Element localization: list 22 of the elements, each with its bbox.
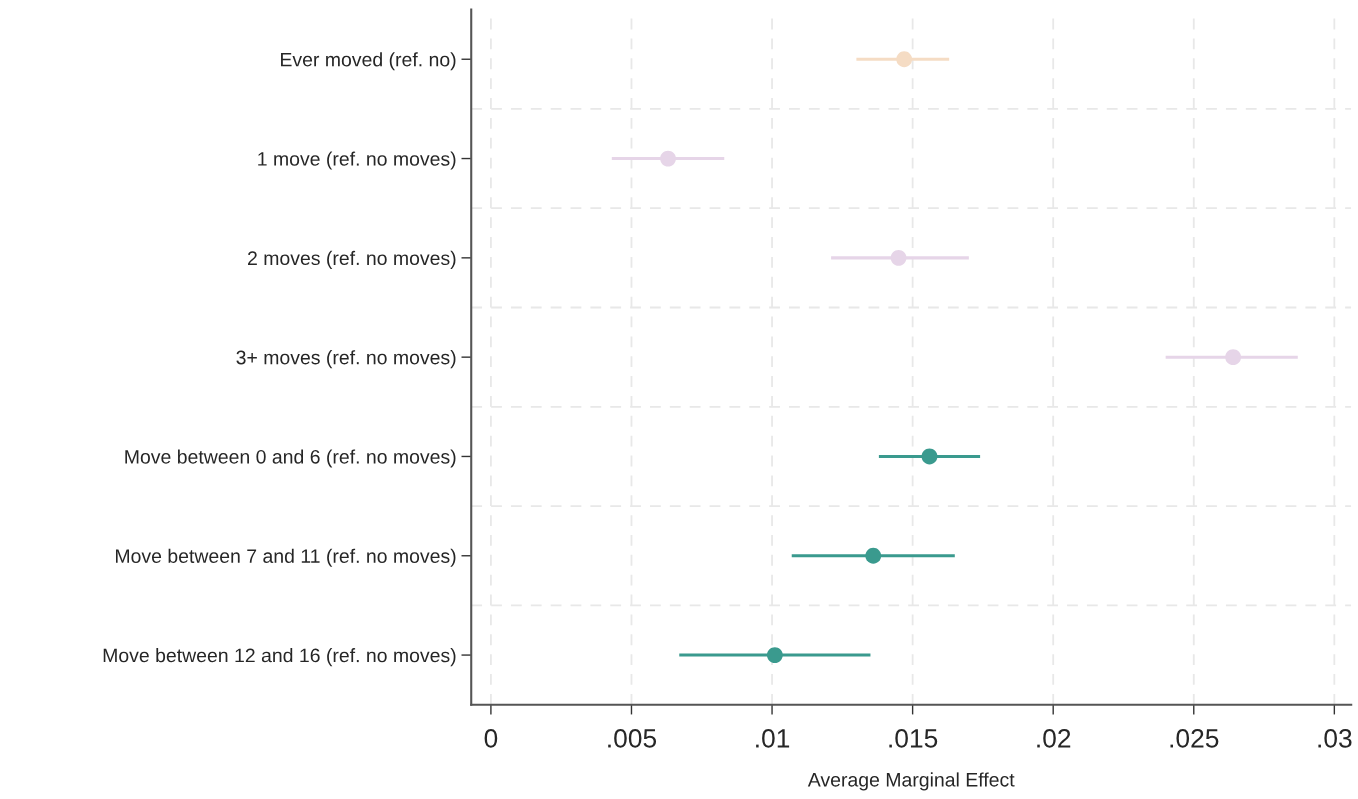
y-tick-label: Move between 7 and 11 (ref. no moves) <box>115 548 456 567</box>
y-tick-label: Move between 0 and 6 (ref. no moves) <box>125 449 456 468</box>
y-tick-label: 2 moves (ref. no moves) <box>248 250 456 269</box>
x-tick-label: .015 <box>889 729 938 748</box>
point <box>890 249 907 266</box>
x-tick-label: .025 <box>1170 729 1219 748</box>
y-tick-label: 1 move (ref. no moves) <box>258 151 456 170</box>
x-axis-title: Average Marginal Effect <box>807 772 1015 791</box>
point <box>865 547 882 564</box>
x-tick-label: .005 <box>608 729 657 748</box>
x-tick-label: .01 <box>756 729 790 748</box>
y-tick-label: Move between 12 and 16 (ref. no moves) <box>103 648 456 667</box>
point <box>896 51 913 68</box>
x-tick-label: 0 <box>484 729 498 748</box>
point <box>766 647 783 663</box>
y-tick-label: Ever moved (ref. no) <box>281 52 456 71</box>
y-tick-label: 3+ moves (ref. no moves) <box>236 350 456 369</box>
point <box>921 448 938 465</box>
x-tick-label: .02 <box>1037 729 1071 748</box>
x-tick-label: .03 <box>1318 729 1352 748</box>
point <box>660 150 676 167</box>
point <box>1225 349 1242 366</box>
